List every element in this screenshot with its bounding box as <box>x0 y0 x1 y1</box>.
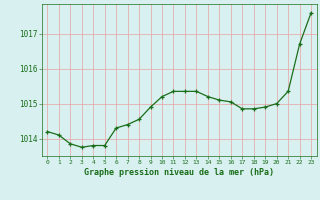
X-axis label: Graphe pression niveau de la mer (hPa): Graphe pression niveau de la mer (hPa) <box>84 168 274 177</box>
